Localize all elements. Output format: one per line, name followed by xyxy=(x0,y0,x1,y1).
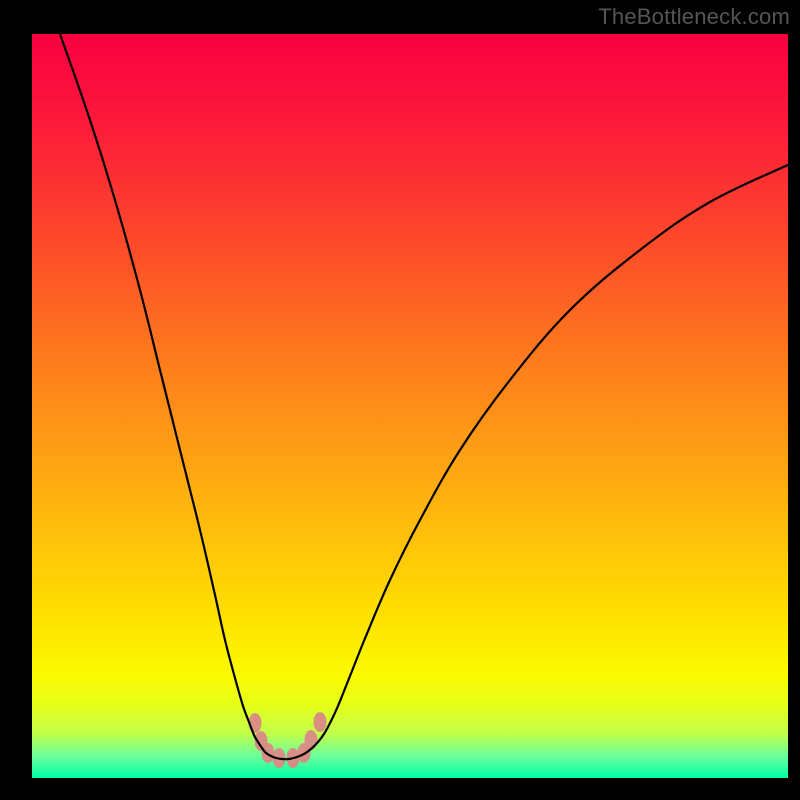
watermark-text: TheBottleneck.com xyxy=(598,4,790,30)
curve-marker xyxy=(314,712,327,732)
bottleneck-curve xyxy=(60,34,790,759)
curve-marker xyxy=(262,743,275,763)
chart-overlay-svg xyxy=(0,0,800,800)
curve-marker xyxy=(305,730,318,750)
chart-container: TheBottleneck.com xyxy=(0,0,800,800)
